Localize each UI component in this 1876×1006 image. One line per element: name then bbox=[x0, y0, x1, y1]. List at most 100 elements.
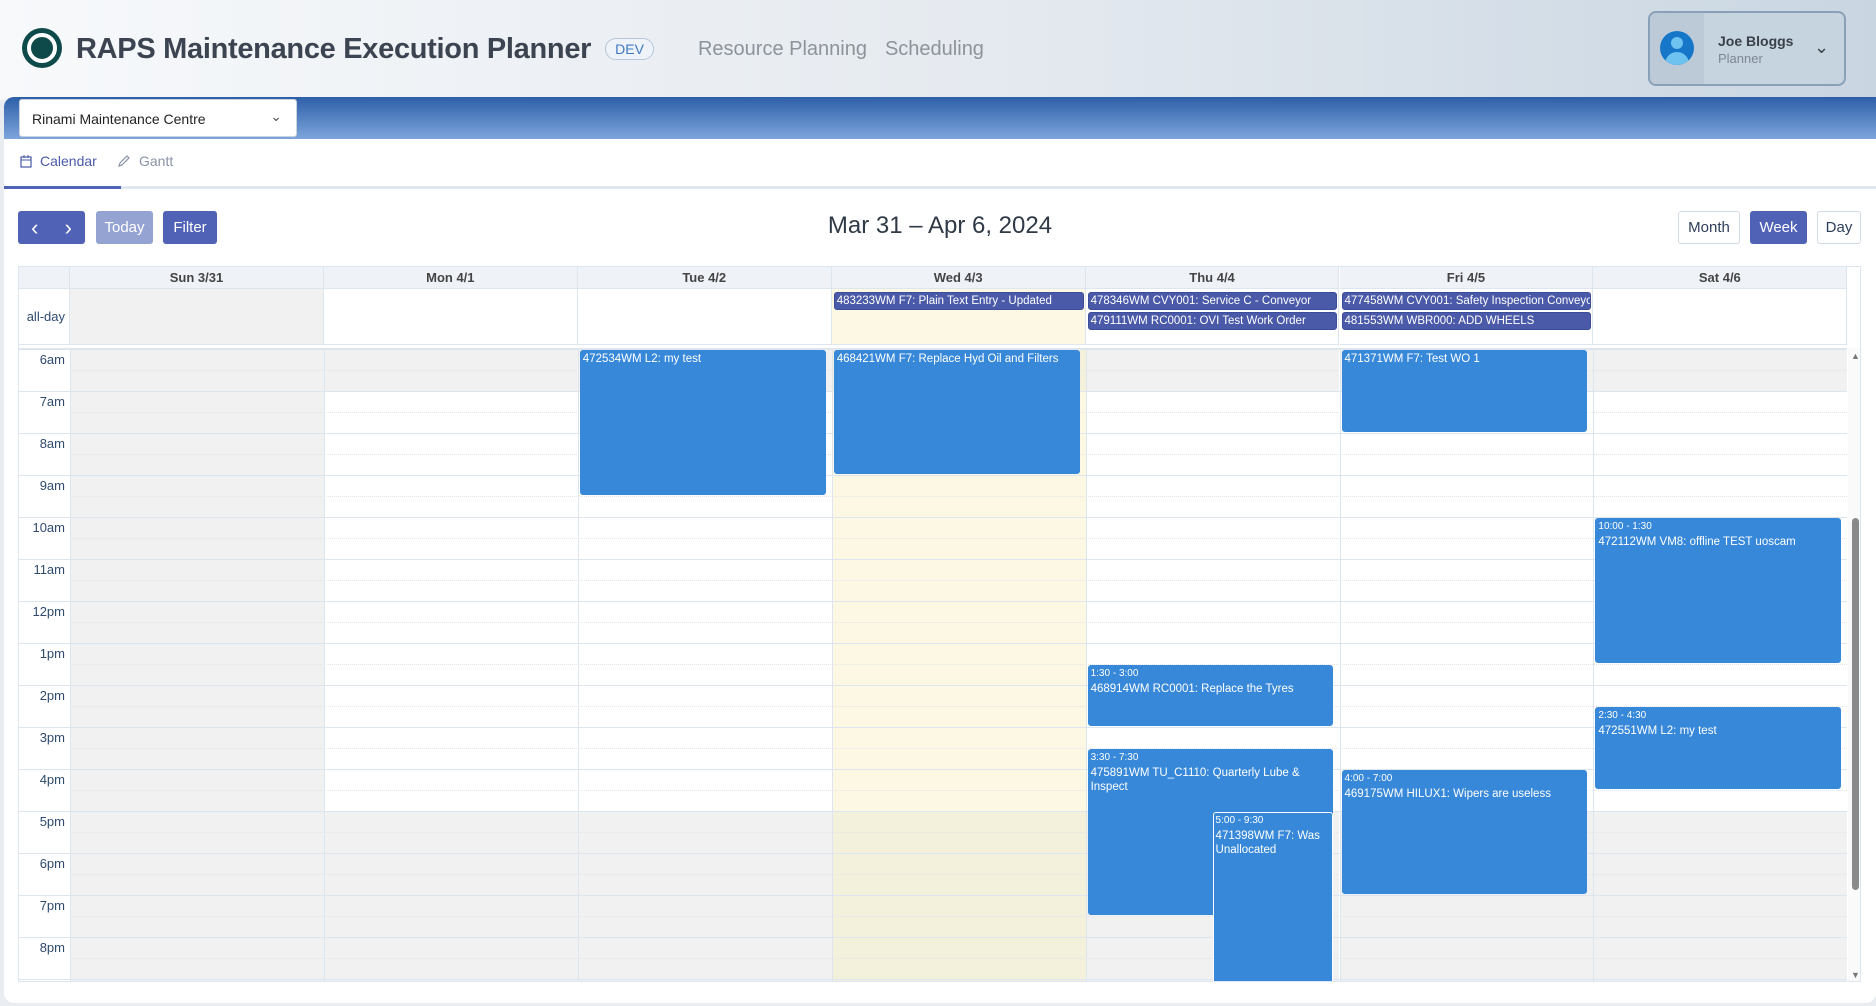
site-select-value: Rinami Maintenance Centre bbox=[32, 111, 206, 127]
time-label: 5pm bbox=[39, 814, 65, 829]
all-day-label: all-day bbox=[19, 289, 70, 345]
view-tabs: Calendar Gantt bbox=[4, 139, 1876, 189]
calendar-event[interactable]: 468421WM F7: Replace Hyd Oil and Filters bbox=[833, 350, 1080, 474]
week-view-button[interactable]: Week bbox=[1750, 211, 1807, 244]
day-column[interactable] bbox=[1593, 349, 1848, 981]
day-header[interactable]: Mon 4/1 bbox=[323, 267, 578, 289]
scrollbar[interactable]: ▲ ▼ bbox=[1848, 348, 1860, 981]
calendar-icon bbox=[20, 154, 32, 168]
app-title: RAPS Maintenance Execution Planner bbox=[76, 32, 592, 65]
calendar-event[interactable]: 5:00 - 9:30 471398WM F7: Was Unallocated bbox=[1212, 812, 1334, 981]
non-business-hours bbox=[71, 349, 324, 981]
calendar-event[interactable]: 4:00 - 7:00 469175WM HILUX1: Wipers are u… bbox=[1341, 770, 1588, 894]
half-hour-line bbox=[70, 790, 1847, 791]
day-header[interactable]: Fri 4/5 bbox=[1339, 267, 1594, 289]
half-hour-line bbox=[70, 874, 1847, 875]
event-title: 472551WM L2: my test bbox=[1598, 725, 1717, 737]
event-title: 468421WM F7: Replace Hyd Oil and Filters bbox=[836, 353, 1059, 365]
calendar-event[interactable]: 2:30 - 4:30 472551WM L2: my test bbox=[1595, 707, 1842, 789]
env-badge: DEV bbox=[605, 38, 654, 60]
day-view-button[interactable]: Day bbox=[1817, 211, 1861, 244]
time-label: 4pm bbox=[39, 772, 65, 787]
time-label: 7pm bbox=[39, 898, 65, 913]
time-grid: 6am 7am 8am 9am 10am 11am 12pm 1pm 2pm 3pm 4pm 5pm 6… bbox=[19, 348, 1848, 981]
scrollbar-thumb[interactable] bbox=[1852, 518, 1859, 890]
tab-calendar[interactable]: Calendar bbox=[20, 153, 97, 169]
time-label: 11am bbox=[33, 562, 65, 577]
active-tab-indicator bbox=[4, 186, 121, 189]
day-header[interactable]: Thu 4/4 bbox=[1085, 267, 1340, 289]
next-button[interactable]: › bbox=[64, 214, 72, 240]
all-day-event[interactable]: 481553WM WBR000: ADD WHEELS bbox=[1341, 312, 1592, 330]
all-day-event[interactable]: 483233WM F7: Plain Text Entry - Updated bbox=[833, 292, 1084, 310]
month-view-button[interactable]: Month bbox=[1678, 211, 1740, 244]
event-title: 472112WM VM8: offline TEST uoscam bbox=[1598, 536, 1796, 548]
event-time: 5:00 - 9:30 bbox=[1215, 815, 1264, 826]
all-day-event[interactable]: 478346WM CVY001: Service C - Conveyor bbox=[1087, 292, 1338, 310]
half-hour-line bbox=[70, 916, 1847, 917]
hour-line bbox=[19, 811, 1847, 812]
tab-label: Calendar bbox=[40, 153, 97, 169]
time-label: 8am bbox=[39, 436, 65, 451]
non-business-hours bbox=[832, 811, 1086, 981]
app-logo bbox=[22, 28, 62, 68]
time-label: 2pm bbox=[39, 688, 65, 703]
half-hour-line bbox=[70, 832, 1847, 833]
hour-line bbox=[19, 349, 1847, 350]
all-day-event[interactable]: 477458WM CVY001: Safety Inspection Conve… bbox=[1341, 292, 1592, 310]
calendar-event[interactable]: 471371WM F7: Test WO 1 bbox=[1341, 350, 1588, 432]
day-header[interactable]: Sat 4/6 bbox=[1593, 267, 1848, 289]
non-business-hours bbox=[578, 811, 832, 981]
scroll-down-icon[interactable]: ▼ bbox=[1851, 970, 1860, 980]
half-hour-line bbox=[70, 496, 1847, 497]
half-hour-line bbox=[70, 958, 1847, 959]
scroll-up-icon[interactable]: ▲ bbox=[1851, 351, 1860, 361]
half-hour-line bbox=[70, 748, 1847, 749]
time-label: 6am bbox=[39, 352, 65, 367]
event-title: 471398WM F7: Was Unallocated bbox=[1215, 830, 1320, 856]
hour-line bbox=[19, 559, 1847, 560]
all-day-event[interactable]: 479111WM RC0001: OVI Test Work Order bbox=[1087, 312, 1338, 330]
pencil-icon bbox=[118, 155, 130, 167]
hour-line bbox=[19, 895, 1847, 896]
calendar-title: Mar 31 – Apr 6, 2024 bbox=[827, 212, 1053, 239]
user-role: Planner bbox=[1718, 51, 1763, 66]
half-hour-line bbox=[70, 706, 1847, 707]
time-label: 12pm bbox=[32, 604, 65, 619]
prev-button[interactable]: ‹ bbox=[31, 214, 39, 240]
hour-line bbox=[19, 769, 1847, 770]
event-time: 4:00 - 7:00 bbox=[1344, 773, 1393, 784]
time-label: 3pm bbox=[39, 730, 65, 745]
half-hour-line bbox=[70, 622, 1847, 623]
day-column[interactable] bbox=[70, 349, 324, 981]
calendar-event[interactable]: 10:00 - 1:30 472112WM VM8: offline TEST u… bbox=[1595, 518, 1842, 663]
user-menu[interactable]: Joe Bloggs Planner ⌄ bbox=[1648, 11, 1846, 86]
calendar-event[interactable]: 472534WM L2: my test bbox=[579, 350, 826, 495]
hour-line bbox=[19, 643, 1847, 644]
hour-line bbox=[19, 853, 1847, 854]
tab-gantt[interactable]: Gantt bbox=[117, 153, 173, 169]
day-header[interactable]: Sun 3/31 bbox=[70, 267, 324, 289]
site-select[interactable]: Rinami Maintenance Centre ⌄ bbox=[19, 99, 297, 137]
all-day-cell[interactable] bbox=[577, 289, 832, 345]
nav-scheduling[interactable]: Scheduling bbox=[884, 37, 984, 60]
filter-button[interactable]: Filter bbox=[163, 211, 217, 244]
nav-resource-planning[interactable]: Resource Planning bbox=[697, 37, 867, 60]
tab-label: Gantt bbox=[139, 153, 174, 169]
event-title: 475891WM TU_C1110: Quarterly Lube & Insp… bbox=[1090, 767, 1300, 793]
day-header[interactable]: Wed 4/3 bbox=[831, 267, 1086, 289]
hour-line bbox=[19, 937, 1847, 938]
today-button[interactable]: Today bbox=[96, 211, 153, 244]
all-day-cell[interactable] bbox=[1593, 289, 1848, 345]
day-header[interactable]: Tue 4/2 bbox=[577, 267, 832, 289]
prev-next-group: ‹ › bbox=[18, 211, 85, 244]
all-day-cell[interactable] bbox=[323, 289, 578, 345]
day-column[interactable] bbox=[323, 349, 578, 981]
event-time: 1:30 - 3:00 bbox=[1090, 668, 1139, 679]
time-label: 8pm bbox=[39, 940, 65, 955]
all-day-cell[interactable] bbox=[70, 289, 324, 345]
user-name: Joe Bloggs bbox=[1718, 33, 1794, 49]
header-title-row: RAPS Maintenance Execution Planner DEV R… bbox=[76, 28, 984, 70]
main-panel: Rinami Maintenance Centre ⌄ Calendar Gant… bbox=[4, 97, 1876, 1003]
calendar-event[interactable]: 1:30 - 3:00 468914WM RC0001: Replace the … bbox=[1087, 665, 1334, 726]
